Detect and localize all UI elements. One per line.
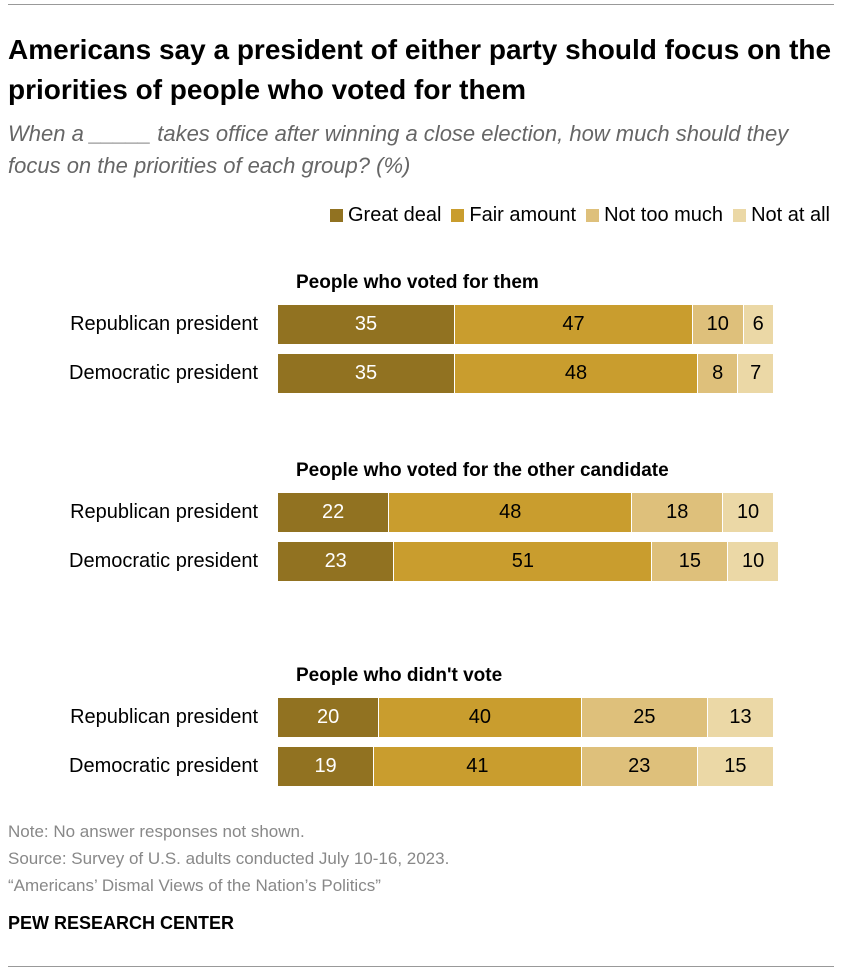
note: Note: No answer responses not shown. [8, 822, 305, 841]
bar-segment: 47 [455, 305, 692, 344]
bar-segment: 10 [728, 542, 778, 581]
data-label: 23 [628, 755, 651, 777]
legend-item: Not too much [586, 204, 723, 227]
bar-segment: 23 [278, 542, 394, 581]
legend-swatch [330, 209, 343, 222]
bottom-rule [8, 966, 834, 967]
legend: Great deal Fair amount Not too much Not at … [330, 204, 830, 227]
bar-segment: 6 [743, 305, 773, 344]
top-rule [8, 4, 834, 5]
data-label: 7 [750, 362, 762, 384]
bar-segment: 35 [278, 354, 455, 393]
bar-segment: 23 [581, 747, 697, 786]
legend-item: Not at all [733, 204, 830, 227]
data-label: 18 [666, 501, 689, 523]
row-label: Democratic president [69, 362, 258, 384]
bar-segment: 41 [374, 747, 581, 786]
data-label: 40 [468, 706, 491, 728]
bar-segment: 7 [738, 354, 773, 393]
bar-segment: 22 [278, 493, 389, 532]
legend-label: Great deal [348, 204, 442, 226]
bar-segment: 48 [455, 354, 697, 393]
data-label: 10 [706, 313, 729, 335]
data-label: 8 [712, 362, 724, 384]
bar-segment: 48 [389, 493, 632, 532]
bar-segment: 10 [692, 305, 743, 344]
legend-label: Not at all [751, 204, 830, 226]
group-title: People who didn't vote [296, 665, 503, 686]
legend-label: Fair amount [469, 204, 577, 226]
bar-segment: 15 [652, 542, 728, 581]
data-label: 23 [324, 550, 347, 572]
bar-segment: 13 [708, 698, 773, 737]
data-label: 15 [678, 550, 701, 572]
data-label: 19 [314, 755, 337, 777]
bar-segment: 40 [379, 698, 581, 737]
bar-segment: 10 [723, 493, 773, 532]
data-label: 51 [511, 550, 535, 572]
bar-segment: 18 [632, 493, 723, 532]
bar-segment: 20 [278, 698, 379, 737]
bar-segment: 51 [394, 542, 652, 581]
chart-title: Americans say a president of either part… [8, 34, 832, 105]
data-label: 25 [633, 706, 656, 728]
bar-segment: 19 [278, 747, 374, 786]
source: Source: Survey of U.S. adults conducted … [8, 849, 450, 868]
chart-subtitle: When a _____ takes office after winning … [8, 121, 789, 178]
legend-label: Not too much [604, 204, 724, 226]
data-label: 41 [466, 755, 489, 777]
row-label: Democratic president [69, 755, 258, 777]
legend-item: Great deal [330, 204, 441, 227]
data-label: 35 [354, 362, 378, 384]
data-label: 47 [562, 313, 585, 335]
bar-segment: 15 [697, 747, 773, 786]
brand: PEW RESEARCH CENTER [8, 913, 235, 933]
bar-segment: 35 [278, 305, 455, 344]
legend-item: Fair amount [451, 204, 576, 227]
legend-swatch [586, 209, 600, 222]
legend-swatch [451, 209, 465, 222]
legend-swatch [733, 209, 747, 222]
data-label: 35 [354, 313, 378, 335]
data-label: 20 [316, 706, 340, 728]
group-title: People who voted for them [296, 272, 539, 293]
data-label: 22 [322, 501, 345, 523]
data-label: 10 [736, 501, 760, 523]
row-label: Republican president [70, 313, 258, 335]
data-label: 13 [729, 706, 752, 728]
report-title: “Americans’ Dismal Views of the Nation’s… [8, 876, 381, 895]
bar-segment: 8 [697, 354, 738, 393]
bar-segment: 25 [581, 698, 708, 737]
data-label: 6 [752, 313, 764, 335]
data-label: 10 [742, 550, 765, 572]
data-label: 48 [499, 501, 522, 523]
row-label: Republican president [70, 501, 258, 523]
data-label: 48 [564, 362, 588, 384]
data-label: 15 [724, 755, 747, 777]
group-title: People who voted for the other candidate [296, 460, 669, 481]
row-label: Democratic president [69, 550, 258, 572]
row-label: Republican president [70, 706, 258, 728]
